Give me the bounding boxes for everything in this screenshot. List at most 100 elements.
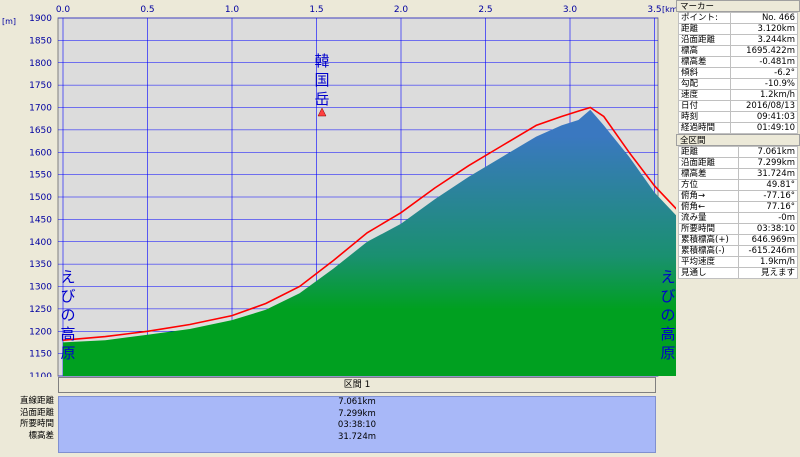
- row-label: 累積標高(+): [677, 234, 740, 246]
- row-label: 傾斜: [678, 67, 731, 79]
- all-section-row: 距離 7.061km: [677, 146, 798, 158]
- all-section-row: 沿面距離 7.299km: [677, 157, 798, 169]
- row-value: 49.81°: [738, 179, 798, 191]
- row-label: 俯角→: [677, 190, 740, 202]
- row-label: 標高差: [678, 56, 731, 68]
- y-tick-label: 1500: [29, 193, 52, 203]
- row-value: 1695.422m: [729, 45, 799, 57]
- label-right-char: 高: [660, 325, 675, 343]
- x-tick-label: 0.0: [56, 5, 71, 15]
- marker-row: ポイント: No. 466: [678, 12, 799, 24]
- ground-profile-area: [63, 109, 676, 376]
- label-right-char: の: [660, 306, 675, 324]
- x-axis-unit: [km]: [662, 5, 676, 14]
- row-value: No. 466: [729, 12, 799, 24]
- peak-label: 韓国岳: [314, 52, 329, 108]
- row-label: 時刻: [678, 111, 731, 123]
- row-value: -615.246m: [738, 245, 798, 257]
- row-label: 距離: [677, 146, 740, 158]
- x-tick-label: 0.5: [140, 5, 154, 15]
- elevation-chart[interactable]: 0.00.51.01.52.02.53.03.54.04.55.05.56.06…: [0, 0, 676, 377]
- y-tick-label: 1850: [29, 36, 52, 46]
- all-section-panel-header[interactable]: 全区間: [676, 134, 800, 146]
- info-panel: マーカー ポイント: No. 466 距離 3.120km 沿面距離 3.244km …: [676, 0, 800, 457]
- y-axis-unit: [m]: [2, 17, 16, 26]
- y-tick-label: 1550: [29, 171, 52, 181]
- x-axis-ticks: 0.00.51.01.52.02.53.03.54.04.55.05.56.06…: [56, 5, 662, 15]
- summary-label: 直線距離: [19, 396, 54, 406]
- y-tick-label: 1300: [29, 283, 52, 293]
- row-value: 3.244km: [729, 34, 799, 46]
- y-tick-label: 1700: [29, 104, 52, 114]
- row-value: -0.481m: [729, 56, 799, 68]
- row-value: 1.2km/h: [729, 89, 799, 101]
- summary-label: 沿面距離: [19, 407, 54, 418]
- summary-value: 7.299km: [338, 408, 376, 419]
- row-value: 1.9km/h: [738, 256, 798, 268]
- row-value: -6.2°: [729, 67, 799, 79]
- row-value: -77.16°: [738, 190, 798, 202]
- row-value: -10.9%: [729, 78, 799, 90]
- row-label: 方位: [677, 179, 740, 191]
- row-label: ポイント:: [678, 12, 731, 24]
- row-label: 標高: [678, 45, 731, 57]
- row-label: 流み量: [677, 212, 740, 224]
- row-value: 01:49:10: [729, 122, 799, 134]
- row-label: 平均速度: [677, 256, 740, 268]
- y-tick-label: 1100: [29, 372, 52, 377]
- summary-labels: 直線距離 沿面距離 所要時間 標高差: [0, 396, 58, 442]
- row-value: 7.299km: [738, 157, 798, 169]
- all-section-row: 標高差 31.724m: [677, 168, 798, 180]
- label-right-char: え: [660, 268, 675, 286]
- marker-row: 勾配 -10.9%: [678, 78, 799, 90]
- route-profile-line[interactable]: [62, 106, 676, 341]
- marker-table: ポイント: No. 466 距離 3.120km 沿面距離 3.244km 標高 169…: [678, 12, 799, 134]
- summary-value: 03:38:10: [337, 420, 377, 430]
- label-right-char: 原: [660, 344, 675, 362]
- y-tick-label: 1200: [29, 327, 52, 337]
- y-tick-label: 1750: [29, 81, 52, 91]
- x-tick-label: 1.5: [309, 5, 323, 15]
- label-left-char: 高: [60, 325, 75, 343]
- x-tick-label: 1.0: [225, 5, 240, 15]
- row-label: 沿面距離: [678, 34, 731, 46]
- row-value: 3.120km: [729, 23, 799, 35]
- section-header[interactable]: 区間 1: [58, 377, 656, 393]
- row-label: 経過時間: [678, 122, 731, 134]
- row-label: 日付: [678, 100, 731, 112]
- summary-label: 標高差: [28, 430, 54, 441]
- marker-row: 時刻 09:41:03: [678, 111, 799, 123]
- row-value: 03:38:10: [738, 223, 798, 235]
- marker-row: 標高 1695.422m: [678, 45, 799, 57]
- all-section-row: 方位 49.81°: [677, 179, 798, 191]
- section-title: 区間 1: [343, 380, 371, 390]
- x-tick-label: 3.5: [647, 5, 661, 15]
- all-section-row: 見通し 見えます: [677, 267, 798, 279]
- row-label: 所要時間: [677, 223, 740, 235]
- label-right-char: び: [660, 287, 675, 305]
- marker-row: 標高差 -0.481m: [678, 56, 799, 68]
- row-label: 距離: [678, 23, 731, 35]
- row-label: 沿面距離: [677, 157, 740, 169]
- y-tick-label: 1350: [29, 260, 52, 270]
- y-tick-label: 1900: [29, 14, 52, 24]
- peak-marker-icon[interactable]: [317, 107, 327, 117]
- marker-panel-header[interactable]: マーカー: [676, 0, 800, 12]
- summary-value: 31.724m: [337, 431, 377, 442]
- y-tick-label: 1450: [29, 215, 52, 225]
- marker-row: 日付 2016/08/13: [678, 100, 799, 112]
- marker-row: 傾斜 -6.2°: [678, 67, 799, 79]
- elevation-area: [62, 106, 676, 376]
- all-section-row: 平均速度 1.9km/h: [677, 256, 798, 268]
- row-label: 見通し: [677, 267, 740, 279]
- label-peak-char: 韓: [314, 52, 329, 70]
- label-peak-char: 国: [314, 71, 329, 89]
- y-tick-label: 1400: [29, 238, 52, 248]
- all-section-row: 累積標高(-) -615.246m: [677, 245, 798, 257]
- row-label: 勾配: [678, 78, 731, 90]
- marker-row: 距離 3.120km: [678, 23, 799, 35]
- row-value: 09:41:03: [729, 111, 799, 123]
- summary-value: 7.061km: [338, 397, 376, 407]
